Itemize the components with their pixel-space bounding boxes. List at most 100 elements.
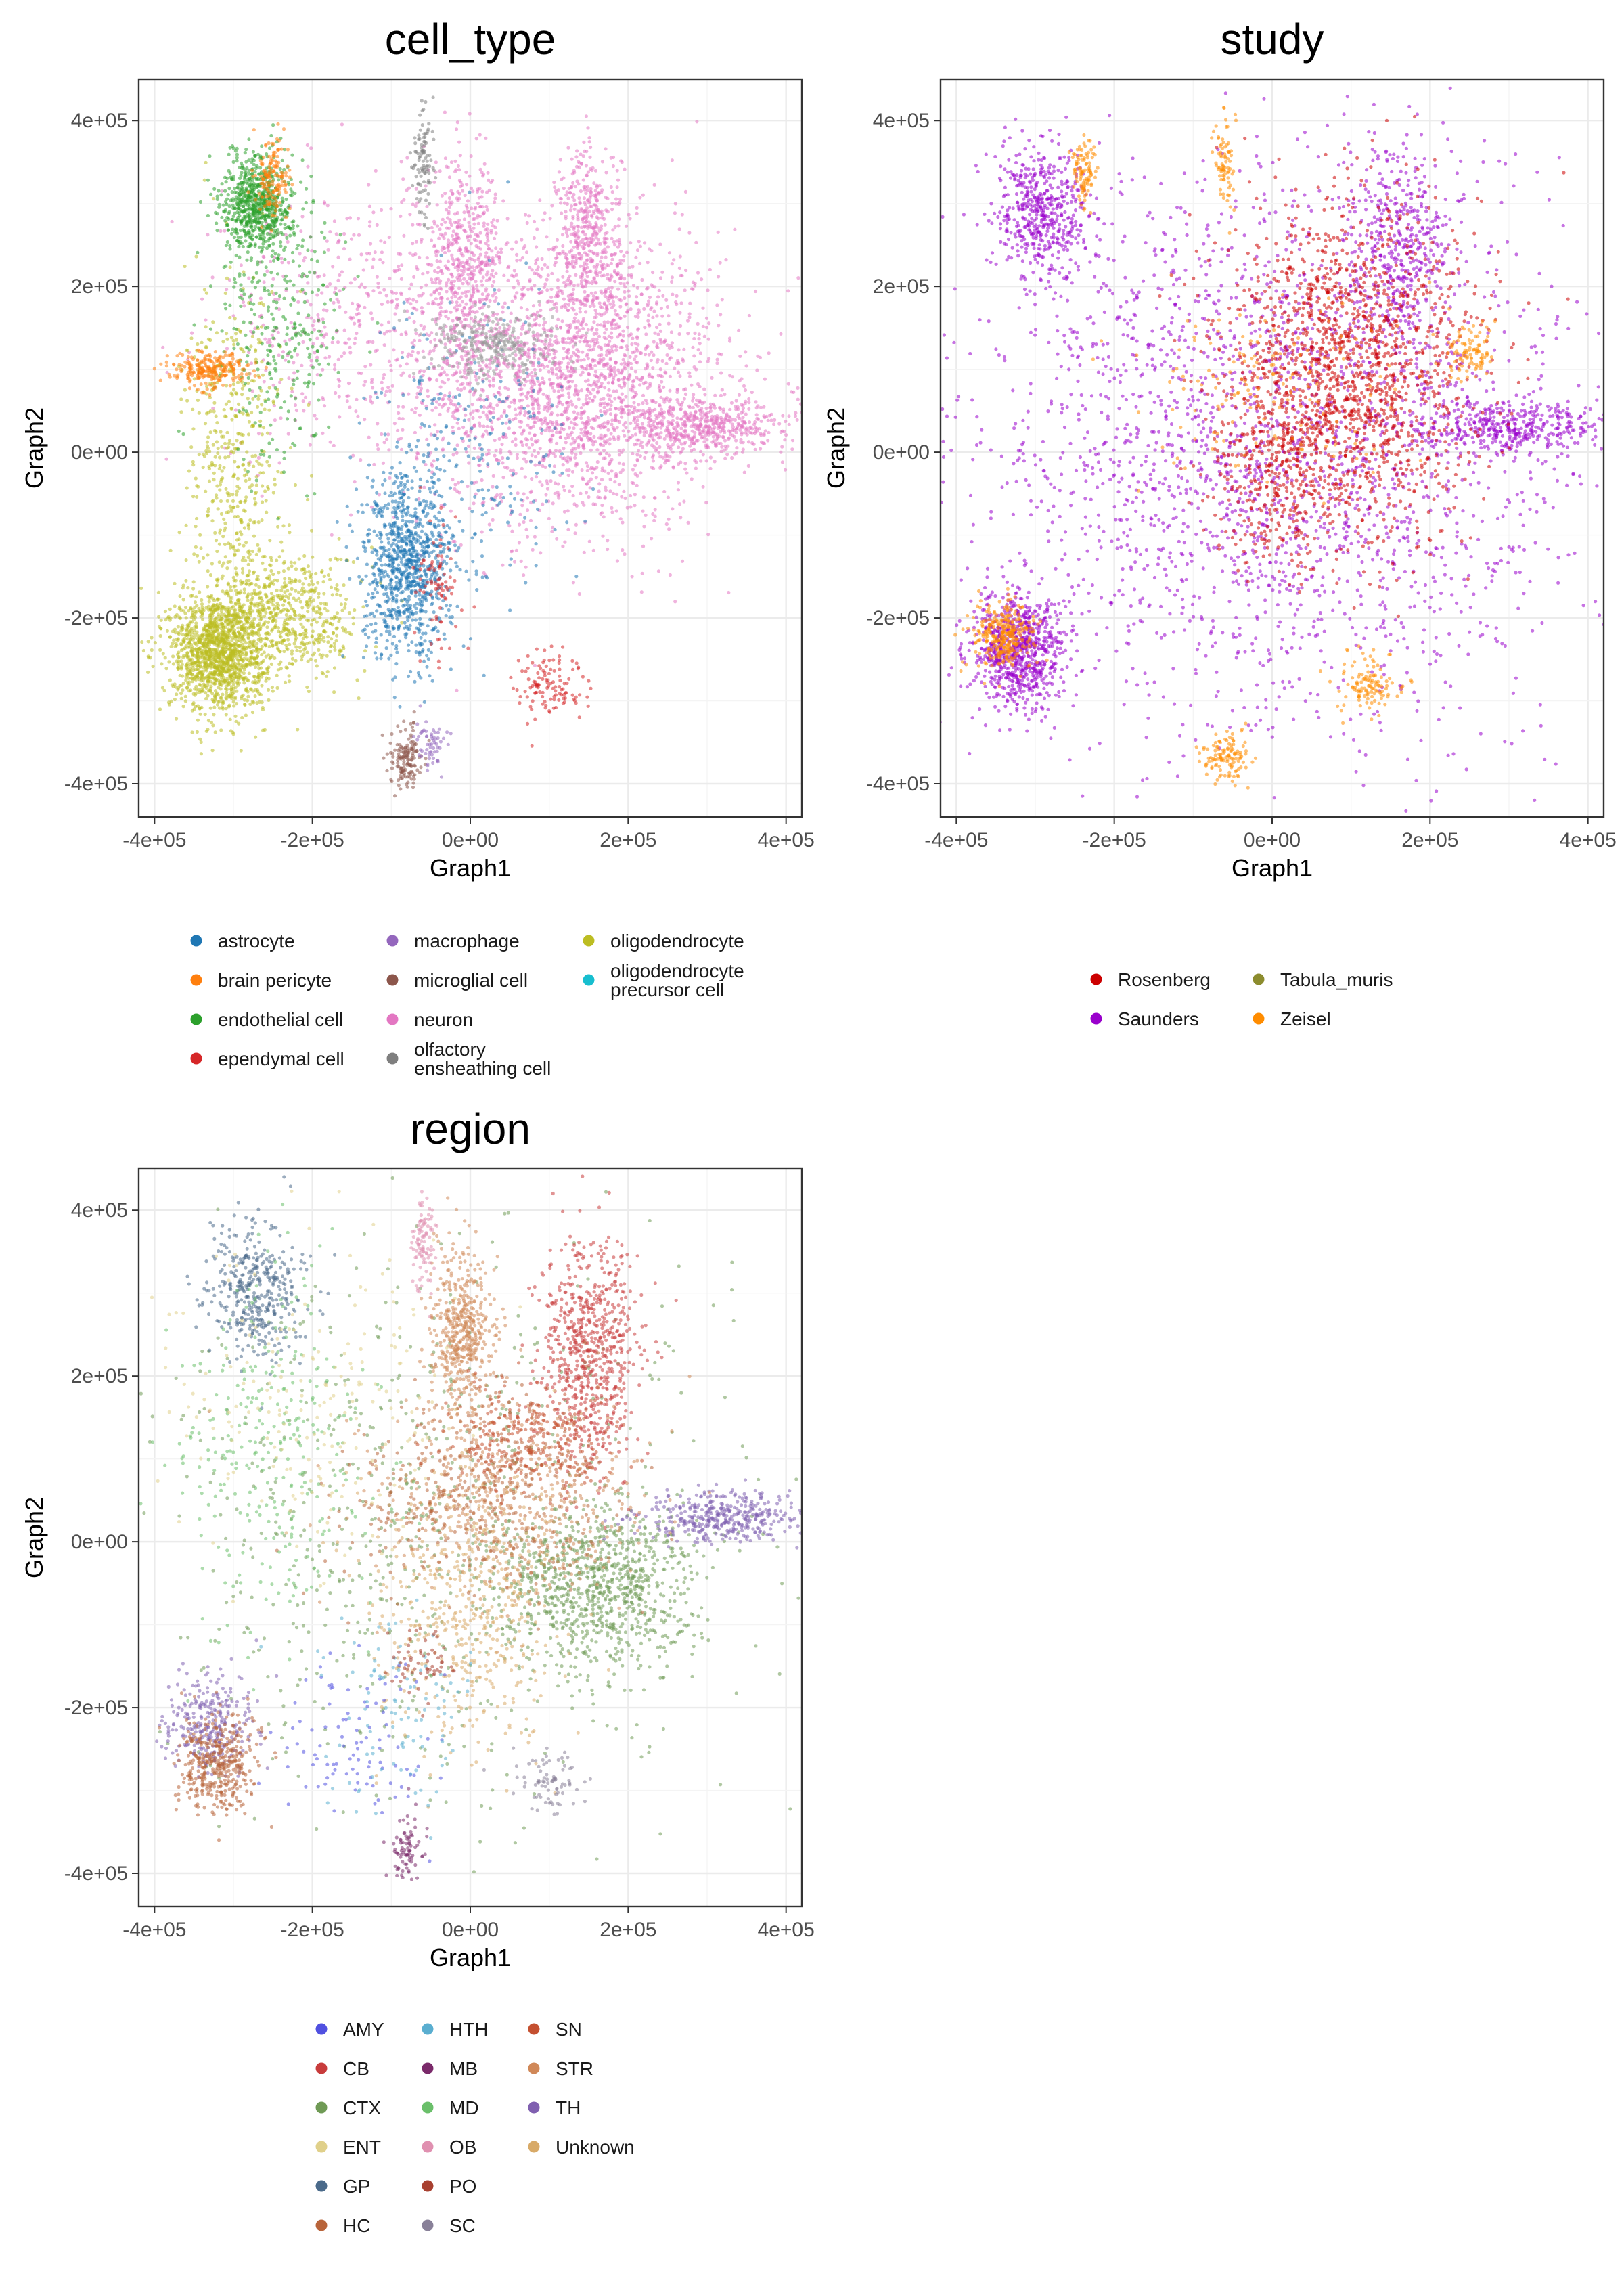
data-point bbox=[315, 373, 319, 377]
data-point bbox=[537, 323, 541, 327]
data-point bbox=[173, 604, 177, 608]
data-point bbox=[560, 403, 564, 407]
data-point bbox=[534, 455, 538, 459]
data-point bbox=[627, 409, 631, 413]
data-point bbox=[680, 213, 684, 217]
data-point bbox=[604, 353, 608, 357]
data-point bbox=[579, 152, 583, 156]
data-point bbox=[715, 303, 719, 307]
data-point bbox=[713, 414, 717, 419]
data-point bbox=[625, 506, 629, 510]
data-point bbox=[501, 310, 505, 314]
data-point bbox=[615, 492, 619, 497]
data-point bbox=[584, 215, 588, 219]
data-point bbox=[570, 380, 574, 384]
data-point bbox=[545, 364, 549, 369]
data-point bbox=[658, 455, 662, 459]
data-point bbox=[484, 254, 488, 259]
data-point bbox=[601, 443, 606, 447]
data-point bbox=[635, 453, 639, 457]
data-point bbox=[579, 431, 583, 435]
data-point bbox=[550, 247, 554, 251]
data-point bbox=[623, 367, 627, 371]
data-point bbox=[576, 283, 580, 287]
data-point bbox=[696, 321, 700, 326]
data-point bbox=[595, 338, 599, 342]
data-point bbox=[531, 363, 535, 368]
data-point bbox=[667, 314, 671, 318]
data-point bbox=[332, 219, 336, 223]
data-point bbox=[321, 367, 325, 372]
data-point bbox=[385, 437, 389, 441]
data-point bbox=[526, 348, 531, 353]
data-point bbox=[587, 397, 592, 401]
data-point bbox=[621, 548, 625, 552]
data-point bbox=[164, 667, 168, 671]
data-point bbox=[611, 491, 616, 496]
data-point bbox=[520, 440, 524, 444]
data-point bbox=[382, 376, 386, 380]
data-point bbox=[639, 292, 644, 296]
data-point bbox=[654, 432, 658, 437]
data-point bbox=[585, 188, 589, 192]
data-point bbox=[643, 241, 647, 245]
data-point bbox=[468, 506, 472, 510]
data-point bbox=[485, 208, 489, 212]
data-point bbox=[233, 408, 238, 412]
data-point bbox=[719, 418, 723, 422]
data-point bbox=[740, 377, 744, 381]
data-point bbox=[621, 357, 625, 361]
data-point bbox=[562, 428, 566, 432]
data-point bbox=[424, 184, 428, 188]
data-point bbox=[583, 426, 587, 430]
data-point bbox=[520, 256, 525, 260]
data-point bbox=[438, 281, 442, 285]
data-point bbox=[367, 204, 372, 208]
data-point bbox=[784, 468, 788, 472]
data-point bbox=[445, 164, 449, 169]
data-point bbox=[336, 278, 340, 282]
data-point bbox=[531, 443, 535, 447]
data-point bbox=[617, 384, 621, 388]
data-point bbox=[669, 356, 673, 360]
data-point bbox=[535, 271, 539, 276]
data-point bbox=[614, 407, 618, 411]
data-point bbox=[608, 302, 612, 306]
data-point bbox=[630, 385, 634, 390]
data-point bbox=[468, 174, 472, 178]
data-point bbox=[476, 221, 480, 225]
data-point bbox=[600, 305, 604, 310]
data-point bbox=[698, 428, 702, 432]
data-point bbox=[557, 492, 561, 496]
data-point bbox=[646, 261, 650, 265]
data-point bbox=[664, 396, 669, 400]
data-point bbox=[614, 509, 618, 513]
data-point bbox=[571, 181, 575, 185]
data-point bbox=[578, 310, 582, 314]
data-point bbox=[489, 405, 493, 409]
data-point bbox=[718, 261, 722, 265]
data-point bbox=[558, 430, 562, 434]
data-point bbox=[574, 461, 579, 466]
data-point bbox=[635, 361, 639, 365]
data-point bbox=[338, 289, 342, 293]
data-point bbox=[499, 448, 503, 452]
data-point bbox=[811, 344, 815, 347]
data-point bbox=[425, 204, 429, 208]
data-point bbox=[317, 274, 321, 278]
data-point bbox=[491, 407, 496, 411]
data-point bbox=[447, 406, 451, 410]
data-point bbox=[575, 334, 580, 338]
data-point bbox=[554, 301, 558, 305]
data-point bbox=[173, 581, 177, 585]
data-point bbox=[647, 439, 651, 443]
data-point bbox=[421, 272, 425, 276]
data-point bbox=[397, 405, 401, 409]
data-point bbox=[321, 317, 325, 321]
data-point bbox=[589, 190, 593, 194]
data-point bbox=[673, 211, 677, 215]
data-point bbox=[777, 422, 782, 426]
data-point bbox=[446, 244, 450, 248]
data-point bbox=[549, 300, 554, 304]
data-point bbox=[388, 276, 392, 280]
